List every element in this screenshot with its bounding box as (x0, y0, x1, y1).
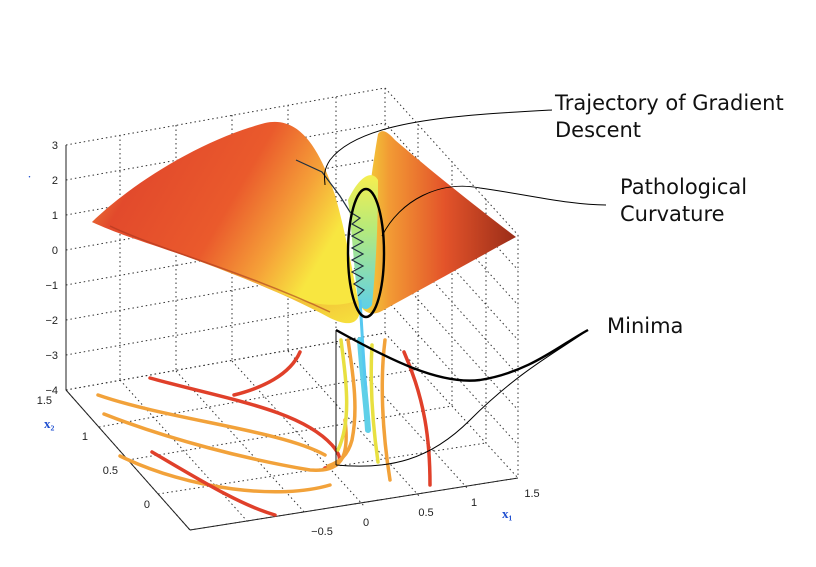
x-tick: −0.5 (311, 526, 333, 538)
y-tick: 0.5 (103, 465, 118, 477)
y-axis-ticks: 1.5 1 0.5 0 (37, 395, 150, 511)
x-tick: 0.5 (418, 507, 433, 519)
y-tick: 1 (82, 431, 88, 443)
z-tick: 1 (52, 210, 58, 222)
z-tick: 0 (52, 245, 58, 257)
z-tick: 3 (52, 140, 58, 152)
curvature-annotation-line1: Pathological (620, 175, 748, 199)
z-tick: −4 (45, 385, 58, 397)
z-tick: −1 (45, 280, 58, 292)
y-tick: 0 (144, 499, 150, 511)
z-axis-marker: · (28, 172, 31, 182)
trajectory-annotation-line1: Trajectory of Gradient (555, 91, 784, 115)
minima-annotation: Minima (607, 314, 684, 338)
trajectory-annotation-line2: Descent (555, 118, 642, 142)
x-axis-ticks: −0.5 0 0.5 1 1.5 (311, 488, 540, 538)
z-tick: −2 (45, 315, 58, 327)
z-tick: 2 (52, 175, 58, 187)
x-axis-label: x₁ (502, 506, 513, 521)
x-tick: 1.5 (524, 488, 539, 500)
trajectory-annotation: Trajectory of Gradient Descent (555, 90, 784, 144)
x-tick: 0 (363, 517, 369, 529)
y-axis-label: x₂ (44, 416, 55, 431)
leader-lines (323, 109, 607, 467)
z-tick: −3 (45, 350, 58, 362)
z-axis-ticks: 3 2 1 0 −1 −2 −3 −4 (45, 140, 58, 397)
floor-contours (96, 337, 432, 517)
curvature-annotation: Pathological Curvature (620, 174, 747, 228)
curvature-ellipse (346, 187, 386, 319)
descent-trajectory (295, 159, 365, 297)
loss-surface (92, 121, 516, 324)
descent-drop (358, 299, 368, 391)
y-tick: 1.5 (37, 395, 52, 407)
x-tick: 1 (471, 497, 477, 509)
curvature-annotation-line2: Curvature (620, 202, 725, 226)
